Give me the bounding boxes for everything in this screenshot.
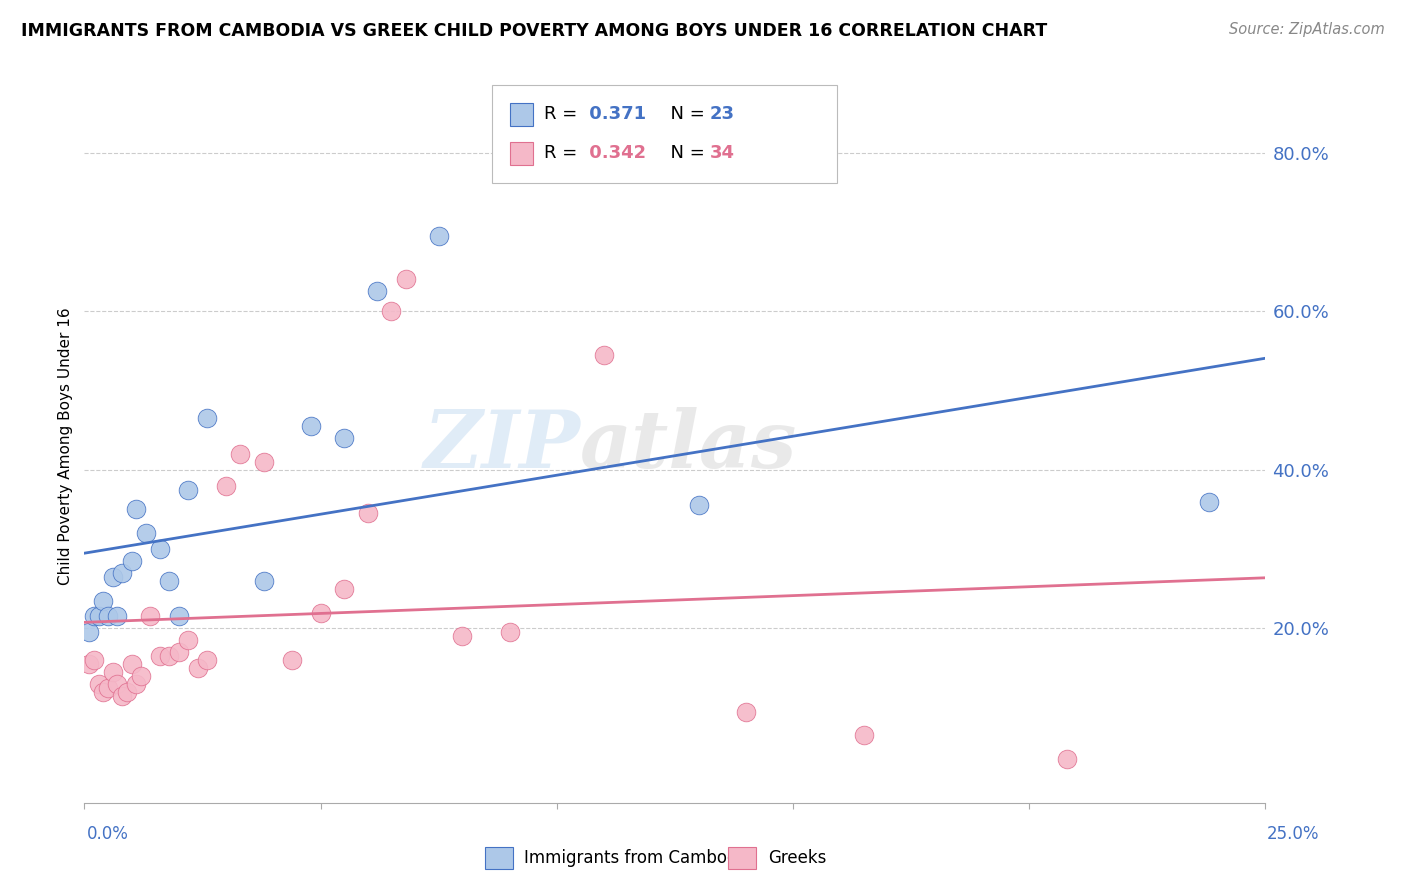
Point (115, 685, 138, 699)
Point (91, 685, 114, 699)
Text: 0.342: 0.342 (583, 145, 647, 162)
Point (195, 653, 218, 667)
Point (177, 633, 200, 648)
Point (299, 419, 322, 434)
Text: ZIP: ZIP (423, 408, 581, 484)
Point (97, 609, 120, 624)
Point (187, 661, 209, 675)
Point (1056, 752, 1078, 766)
Point (688, 499, 710, 513)
Point (87, 609, 110, 624)
Point (333, 431, 356, 445)
Point (149, 649, 172, 664)
Point (734, 705, 756, 719)
Point (394, 272, 416, 286)
Text: Greeks: Greeks (768, 849, 827, 867)
Point (111, 689, 134, 703)
Point (229, 447, 252, 461)
Point (111, 566, 134, 580)
Text: 34: 34 (710, 145, 735, 162)
Text: 0.0%: 0.0% (87, 825, 129, 843)
Point (167, 609, 190, 624)
Point (121, 554, 143, 568)
Text: 0.371: 0.371 (583, 105, 647, 123)
Point (107, 677, 129, 691)
Point (149, 542, 172, 557)
Point (195, 411, 218, 425)
Text: Immigrants from Cambodia: Immigrants from Cambodia (524, 849, 752, 867)
Point (852, 728, 875, 742)
Point (498, 625, 520, 640)
Point (125, 677, 148, 691)
Text: 23: 23 (710, 105, 735, 123)
Point (91, 593, 114, 607)
Point (253, 574, 276, 588)
Text: 25.0%: 25.0% (1267, 825, 1319, 843)
Point (77, 625, 100, 640)
Point (281, 653, 304, 667)
Text: R =: R = (544, 105, 583, 123)
Point (121, 657, 143, 671)
Point (107, 609, 129, 624)
Point (101, 570, 124, 584)
Point (593, 348, 616, 362)
Point (97, 681, 120, 695)
Point (451, 629, 474, 643)
Point (309, 606, 332, 620)
Point (215, 478, 238, 492)
Point (77, 657, 100, 671)
Point (125, 502, 148, 516)
Point (177, 483, 200, 497)
Point (139, 609, 162, 624)
Point (157, 574, 180, 588)
Text: Source: ZipAtlas.com: Source: ZipAtlas.com (1229, 22, 1385, 37)
Text: IMMIGRANTS FROM CAMBODIA VS GREEK CHILD POVERTY AMONG BOYS UNDER 16 CORRELATION : IMMIGRANTS FROM CAMBODIA VS GREEK CHILD … (21, 22, 1047, 40)
Point (253, 455, 276, 469)
Point (427, 228, 450, 243)
Point (357, 507, 380, 521)
Text: atlas: atlas (581, 408, 797, 484)
Point (101, 665, 124, 679)
Y-axis label: Child Poverty Among Boys Under 16: Child Poverty Among Boys Under 16 (58, 307, 73, 585)
Point (1198, 494, 1220, 508)
Point (157, 649, 180, 664)
Point (135, 526, 157, 541)
Point (366, 285, 388, 299)
Point (87, 677, 110, 691)
Point (333, 582, 356, 596)
Text: N =: N = (659, 145, 711, 162)
Point (167, 645, 190, 659)
Point (83, 609, 105, 624)
Text: R =: R = (544, 145, 583, 162)
Text: N =: N = (659, 105, 711, 123)
Point (380, 304, 402, 318)
Point (83, 653, 105, 667)
Point (129, 669, 152, 683)
